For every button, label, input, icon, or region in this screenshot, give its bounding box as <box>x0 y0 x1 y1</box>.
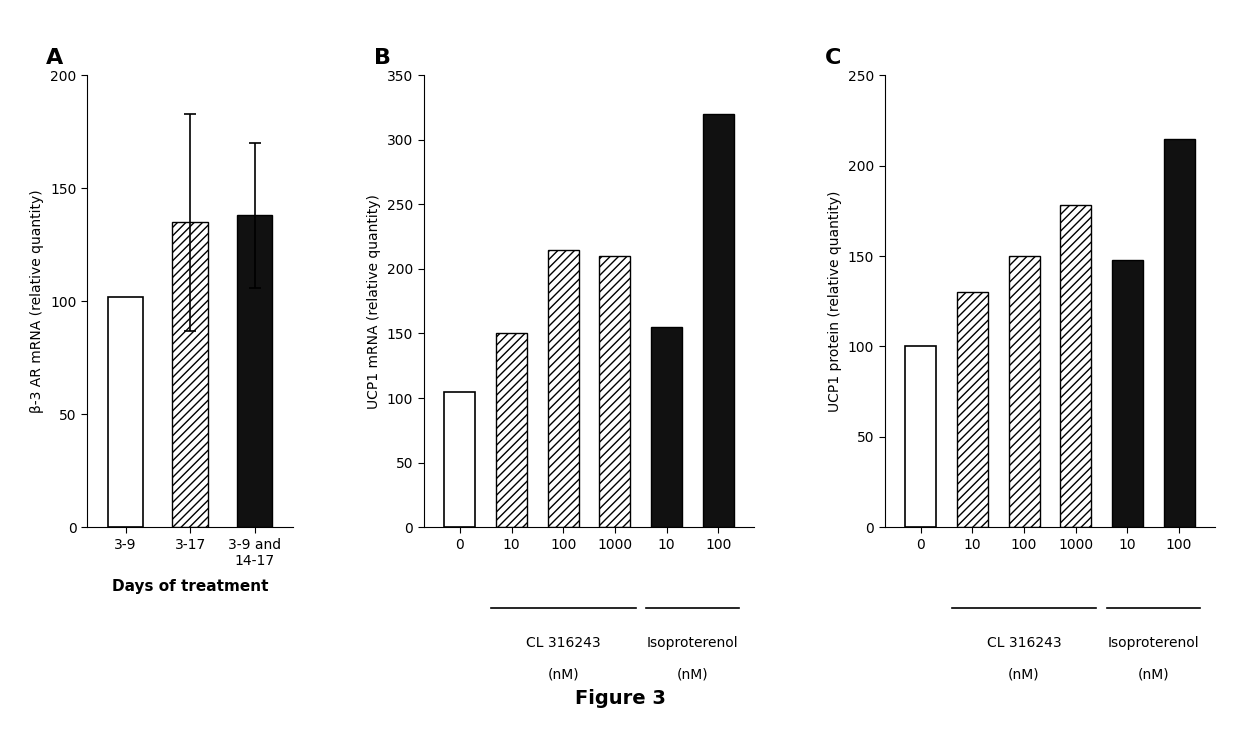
Bar <box>1112 260 1143 527</box>
Text: (nM): (nM) <box>547 667 579 681</box>
Text: B: B <box>374 48 391 69</box>
Text: CL 316243: CL 316243 <box>526 636 600 650</box>
Bar <box>548 249 579 527</box>
Text: C: C <box>825 48 842 69</box>
Bar <box>651 327 682 527</box>
Y-axis label: UCP1 protein (relative quantity): UCP1 protein (relative quantity) <box>828 191 842 412</box>
Bar <box>905 346 936 527</box>
Text: (nM): (nM) <box>1137 667 1169 681</box>
Bar <box>1060 206 1091 527</box>
Bar <box>496 334 527 527</box>
Y-axis label: β-3 AR mRNA (relative quantity): β-3 AR mRNA (relative quantity) <box>31 190 45 413</box>
Text: Isoproterenol: Isoproterenol <box>1107 636 1199 650</box>
Bar <box>172 222 208 527</box>
Bar <box>1163 139 1194 527</box>
Text: A: A <box>46 48 63 69</box>
Bar <box>703 114 734 527</box>
Text: Isoproterenol: Isoproterenol <box>646 636 738 650</box>
Bar <box>599 256 630 527</box>
X-axis label: Days of treatment: Days of treatment <box>112 579 268 594</box>
Bar <box>237 215 273 527</box>
Text: (nM): (nM) <box>1008 667 1040 681</box>
Text: (nM): (nM) <box>677 667 708 681</box>
Text: Figure 3: Figure 3 <box>574 689 666 708</box>
Bar <box>957 292 988 527</box>
Y-axis label: UCP1 mRNA (relative quantity): UCP1 mRNA (relative quantity) <box>367 194 382 409</box>
Bar <box>108 297 144 527</box>
Bar <box>1008 256 1039 527</box>
Bar <box>444 392 475 527</box>
Text: CL 316243: CL 316243 <box>987 636 1061 650</box>
